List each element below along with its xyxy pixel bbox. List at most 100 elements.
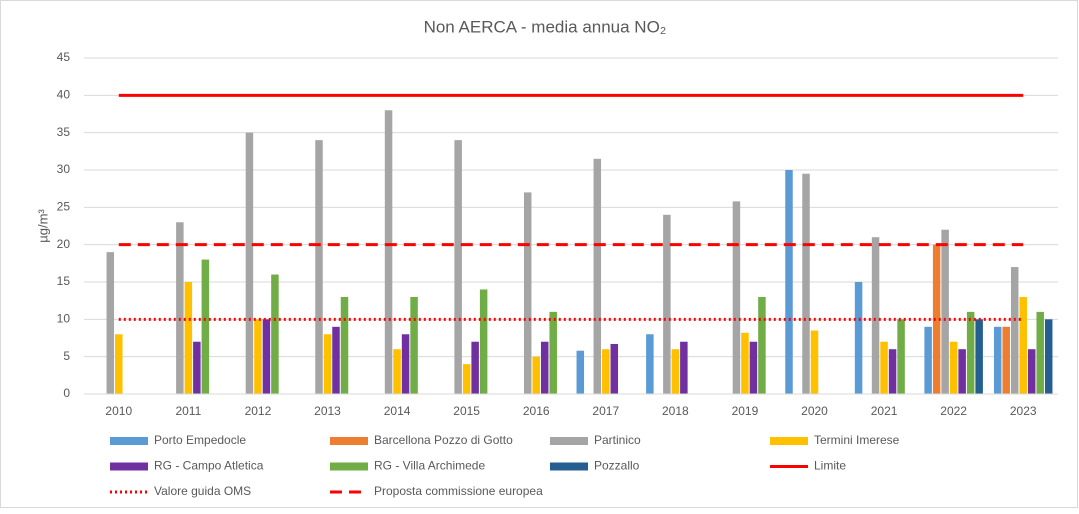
legend-label: RG - Villa Archimede: [374, 459, 485, 473]
bar: [671, 349, 680, 394]
bar: [471, 341, 479, 394]
legend-label: RG - Campo Atletica: [154, 459, 264, 473]
bar: [932, 244, 941, 394]
bar: [532, 356, 540, 394]
bar: [663, 214, 671, 394]
bar: [941, 229, 949, 394]
bar: [854, 282, 863, 394]
x-tick-label: 2011: [175, 404, 201, 418]
bar: [958, 349, 966, 394]
y-tick-label: 35: [57, 125, 71, 139]
bar: [949, 341, 958, 394]
bar: [106, 252, 115, 394]
y-tick-label: 20: [57, 237, 71, 251]
bar: [540, 341, 549, 394]
legend-swatch: [550, 437, 588, 445]
bar: [610, 343, 619, 394]
bar: [271, 274, 279, 394]
bar: [646, 334, 654, 394]
bar: [115, 334, 123, 394]
legend-swatch: [770, 437, 808, 445]
x-tick-label: 2017: [592, 404, 619, 418]
bar: [810, 330, 819, 394]
legend-swatch: [330, 437, 368, 445]
x-tick-label: 2014: [384, 404, 411, 418]
x-tick-label: 2020: [801, 404, 828, 418]
x-tick-label: 2019: [732, 404, 759, 418]
legend-swatch: [550, 462, 588, 471]
bar: [315, 140, 323, 394]
x-tick-label: 2018: [662, 404, 689, 418]
bar: [680, 341, 688, 394]
bar: [1019, 296, 1027, 394]
bar: [523, 192, 532, 394]
bar: [741, 332, 749, 394]
bar: [332, 326, 340, 394]
bar: [176, 222, 184, 394]
y-tick-label: 40: [57, 88, 71, 102]
chart-title: Non AERCA - media annua NO₂: [424, 17, 667, 36]
legend-label: Partinico: [594, 433, 641, 447]
bar: [966, 311, 975, 394]
x-tick-label: 2012: [245, 404, 272, 418]
legend-label: Termini Imerese: [814, 433, 900, 447]
bar: [401, 334, 410, 394]
x-tick-label: 2023: [1010, 404, 1037, 418]
bar: [410, 296, 418, 394]
bar: [323, 334, 332, 394]
bar: [602, 349, 610, 394]
bar: [184, 282, 193, 394]
legend-swatch: [110, 437, 148, 445]
bar: [785, 170, 793, 394]
x-tick-label: 2021: [871, 404, 898, 418]
y-tick-label: 0: [63, 386, 70, 400]
bar: [975, 319, 983, 394]
y-tick-label: 25: [57, 200, 71, 214]
bar: [749, 341, 758, 394]
bar: [262, 319, 271, 394]
x-tick-label: 2013: [314, 404, 341, 418]
bar: [454, 140, 462, 394]
bar: [758, 296, 766, 394]
bar: [193, 341, 201, 394]
x-tick-label: 2010: [105, 404, 132, 418]
y-tick-label: 10: [57, 312, 71, 326]
bar: [802, 173, 810, 394]
bar: [1036, 311, 1044, 394]
y-tick-label: 45: [57, 50, 71, 64]
legend-label: Valore guida OMS: [154, 484, 251, 498]
y-tick-label: 5: [63, 349, 70, 363]
bar: [593, 158, 602, 394]
x-tick-label: 2016: [523, 404, 550, 418]
bar: [201, 259, 210, 394]
bar: [1010, 267, 1019, 394]
bar: [462, 364, 471, 394]
bar: [880, 341, 888, 394]
x-tick-label: 2022: [940, 404, 967, 418]
bar: [576, 350, 585, 394]
bar: [254, 319, 262, 394]
bar: [871, 237, 880, 394]
bar: [549, 311, 557, 394]
bar: [1027, 349, 1036, 394]
y-tick-label: 15: [57, 274, 71, 288]
legend-label: Pozzallo: [594, 459, 640, 473]
y-axis-label: µg/m³: [35, 209, 50, 243]
legend-label: Limite: [814, 459, 846, 473]
bar: [384, 110, 393, 395]
bar: [897, 319, 905, 394]
bar: [888, 349, 897, 394]
legend-swatch: [330, 462, 368, 471]
bar: [924, 326, 932, 394]
bar: [340, 296, 349, 394]
y-tick-label: 30: [57, 162, 71, 176]
legend-label: Proposta commissione europea: [374, 484, 543, 498]
legend-label: Barcellona Pozzo di Gotto: [374, 433, 513, 447]
legend-swatch: [110, 462, 148, 471]
bar: [479, 289, 488, 394]
x-tick-label: 2015: [453, 404, 480, 418]
bar: [1044, 319, 1053, 394]
bar: [1002, 326, 1010, 394]
